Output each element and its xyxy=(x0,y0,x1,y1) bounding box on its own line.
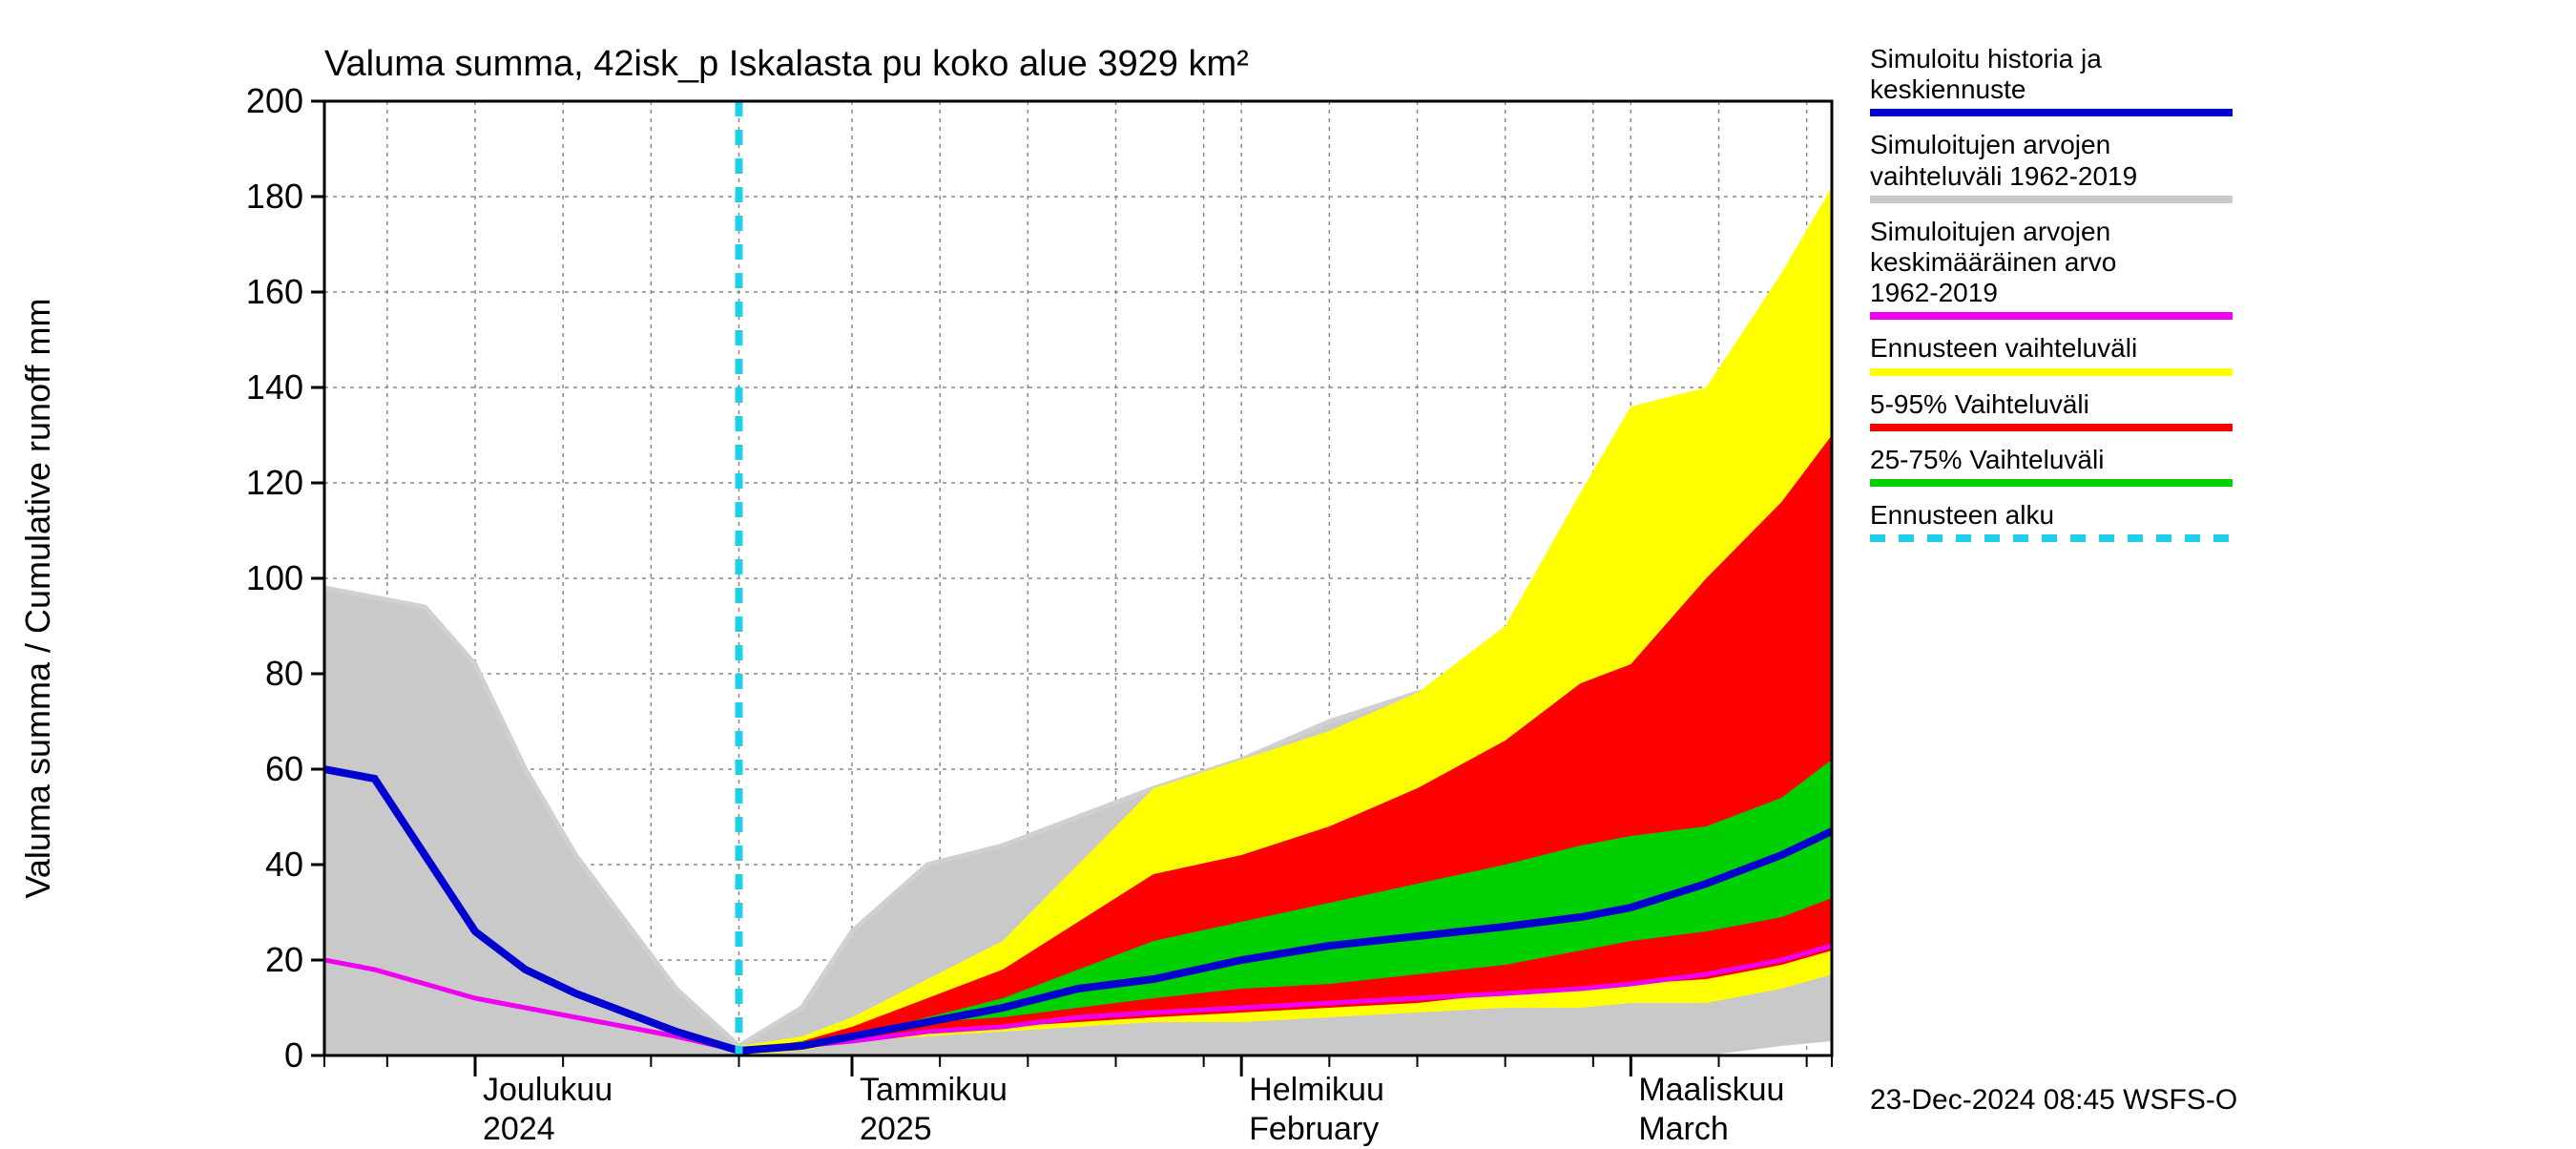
legend-swatch xyxy=(1870,479,2233,487)
legend-entry: Simuloitujen arvojenvaihteluväli 1962-20… xyxy=(1870,130,2233,202)
footer-text: 23-Dec-2024 08:45 WSFS-O xyxy=(1870,1084,2237,1117)
legend-label: Simuloitu historia ja xyxy=(1870,44,2233,74)
legend-entry: 25-75% Vaihteluväli xyxy=(1870,445,2233,487)
y-tick-label: 60 xyxy=(265,749,303,789)
legend-label: Ennusteen vaihteluväli xyxy=(1870,333,2233,364)
y-axis-label: Valuma summa / Cumulative runoff mm xyxy=(18,121,58,1076)
legend-label: Simuloitujen arvojen xyxy=(1870,217,2233,247)
legend-swatch xyxy=(1870,368,2233,376)
legend-entry: Ennusteen alku xyxy=(1870,500,2233,542)
legend-label: keskiennuste xyxy=(1870,74,2233,105)
chart-container: Valuma summa, 42isk_p Iskalasta pu koko … xyxy=(0,0,2576,1145)
legend-entry: Simuloitu historia jakeskiennuste xyxy=(1870,44,2233,116)
y-tick-label: 40 xyxy=(265,845,303,885)
y-tick-label: 200 xyxy=(246,81,303,121)
legend-label: 5-95% Vaihteluväli xyxy=(1870,389,2233,420)
y-tick-label: 160 xyxy=(246,272,303,312)
legend-swatch xyxy=(1870,312,2233,320)
legend-label: 1962-2019 xyxy=(1870,278,2233,308)
x-tick-label: MaaliskuuMarch xyxy=(1638,1071,1784,1149)
legend-entry: Ennusteen vaihteluväli xyxy=(1870,333,2233,375)
legend-entry: Simuloitujen arvojenkeskimääräinen arvo … xyxy=(1870,217,2233,321)
y-tick-label: 0 xyxy=(284,1035,303,1076)
y-tick-label: 100 xyxy=(246,558,303,598)
legend-swatch xyxy=(1870,424,2233,431)
legend-entry: 5-95% Vaihteluväli xyxy=(1870,389,2233,431)
legend-label: Ennusteen alku xyxy=(1870,500,2233,531)
x-tick-label: Tammikuu2025 xyxy=(860,1071,1008,1149)
y-tick-label: 180 xyxy=(246,177,303,217)
y-tick-label: 120 xyxy=(246,463,303,503)
legend-label: Simuloitujen arvojen xyxy=(1870,130,2233,160)
y-tick-label: 80 xyxy=(265,654,303,694)
chart-title: Valuma summa, 42isk_p Iskalasta pu koko … xyxy=(324,44,1249,85)
legend-swatch xyxy=(1870,534,2233,542)
legend-label: keskimääräinen arvo xyxy=(1870,247,2233,278)
legend-swatch xyxy=(1870,196,2233,203)
y-tick-label: 20 xyxy=(265,940,303,980)
y-tick-label: 140 xyxy=(246,367,303,407)
legend-label: 25-75% Vaihteluväli xyxy=(1870,445,2233,475)
legend-swatch xyxy=(1870,109,2233,116)
x-tick-label: HelmikuuFebruary xyxy=(1249,1071,1384,1149)
x-tick-label: Joulukuu2024 xyxy=(483,1071,613,1149)
legend: Simuloitu historia jakeskiennusteSimuloi… xyxy=(1870,44,2233,555)
legend-label: vaihteluväli 1962-2019 xyxy=(1870,161,2233,192)
